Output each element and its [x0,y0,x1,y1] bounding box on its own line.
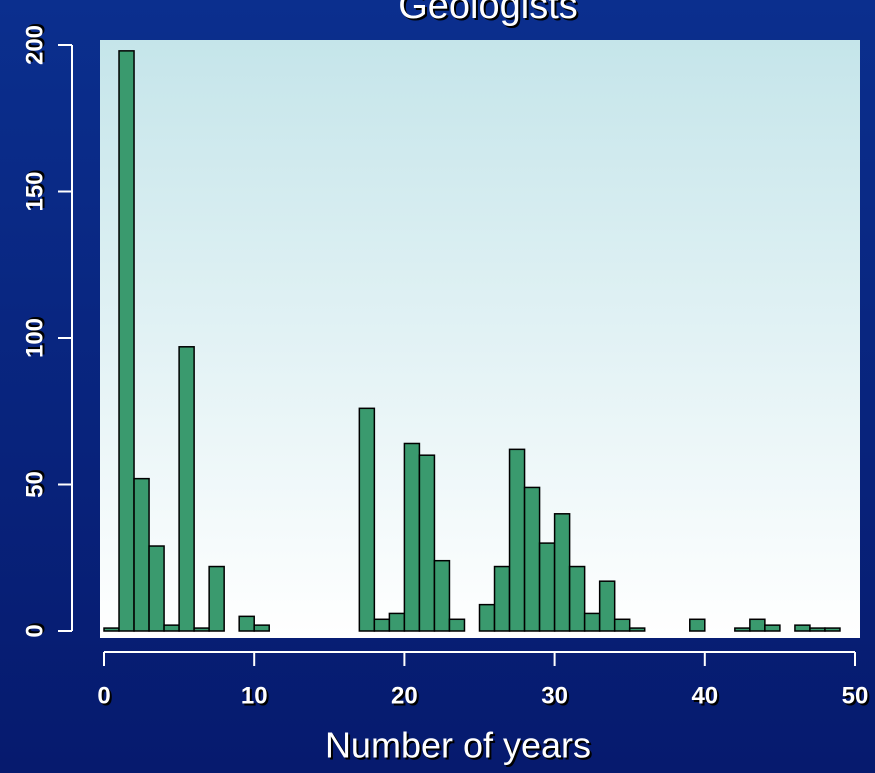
bar [403,442,421,632]
bar [734,627,751,632]
bar [163,624,180,632]
bar [478,603,496,632]
bar [193,627,210,632]
bar [493,565,511,632]
marks [103,50,841,632]
y-tick-label: 50 [21,471,48,498]
bar [358,407,376,632]
x-tick-label: 10 [241,682,268,709]
y-tick-label: 0 [21,624,48,637]
y-tick-label: 100 [21,318,48,358]
bar [508,448,526,632]
bar [764,624,781,632]
bar [388,612,406,632]
bar [118,50,135,632]
bar [103,627,120,632]
bar [133,477,150,632]
bar [809,627,826,632]
x-axis-label: Number of years [325,725,591,766]
x-tick-label: 20 [391,682,418,709]
x-tick-label: 0 [97,682,110,709]
bar [538,542,556,632]
bar [553,513,571,632]
x-tick-label: 40 [691,682,718,709]
chart-title: Geologists [398,0,578,27]
bar [238,615,255,632]
y-tick-label: 150 [21,171,48,211]
bar [568,565,586,632]
bar [523,486,541,632]
bar [689,618,706,632]
x-tick-label: 30 [541,682,568,709]
bar [628,627,646,632]
bar [583,612,601,632]
bar [824,627,841,632]
bar [433,559,451,632]
x-tick-label: 50 [842,682,869,709]
bar [208,565,225,632]
bar [598,580,616,632]
plot-area [100,40,860,638]
bar [418,454,436,632]
bar [613,618,631,632]
bar [448,618,466,632]
y-tick-label: 200 [21,25,48,65]
bar [794,624,811,632]
bar [178,346,195,632]
bar [373,618,391,632]
bar [749,618,766,632]
bar [148,545,165,632]
bar [253,624,270,632]
